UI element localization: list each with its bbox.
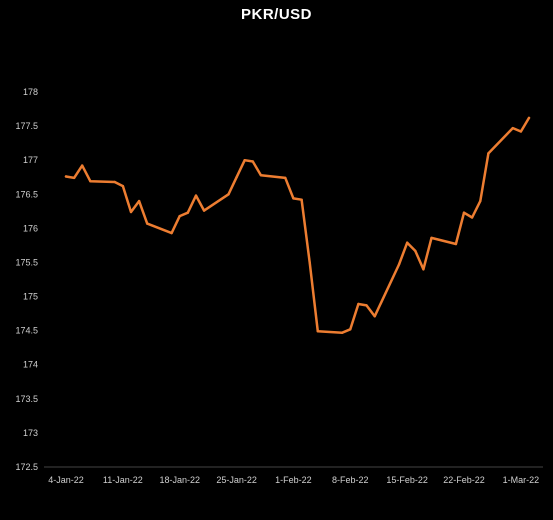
y-tick-label: 173 xyxy=(23,428,38,438)
data-point xyxy=(64,175,68,178)
y-tick-label: 173.5 xyxy=(15,394,38,404)
y-tick-label: 175.5 xyxy=(15,257,38,267)
y-axis: 172.5 173 173.5 174 174.5 175 175.5 176 176.5 177… xyxy=(15,87,38,472)
data-point xyxy=(519,130,523,133)
x-axis: 4-Jan-22 11-Jan-22 18-Jan-22 25-Jan-22 1-Feb… xyxy=(44,466,543,485)
y-tick-label: 178 xyxy=(23,87,38,97)
data-point xyxy=(422,268,425,271)
data-point xyxy=(365,304,368,307)
data-point xyxy=(284,176,287,180)
data-point xyxy=(259,174,263,177)
chart-title: PKR/USD xyxy=(240,6,312,23)
x-tick-label: 25-Jan-22 xyxy=(216,475,257,485)
x-tick-label: 1-Feb-22 xyxy=(275,475,312,485)
data-point xyxy=(292,197,295,200)
data-point xyxy=(186,211,189,214)
data-point xyxy=(373,315,376,318)
data-point xyxy=(113,180,116,184)
data-point xyxy=(202,209,206,212)
x-tick-label: 15-Feb-22 xyxy=(386,475,428,485)
y-tick-label: 176.5 xyxy=(15,189,38,199)
data-point xyxy=(316,330,319,333)
y-tick-label: 177 xyxy=(23,155,38,165)
x-tick-label: 8-Feb-22 xyxy=(332,475,369,485)
data-point xyxy=(470,216,474,219)
data-point xyxy=(227,193,230,196)
data-point xyxy=(430,236,433,240)
data-point xyxy=(341,331,344,334)
y-tick-label: 174 xyxy=(23,360,38,370)
x-tick-label: 22-Feb-22 xyxy=(443,475,485,485)
data-point xyxy=(414,249,417,253)
series-line xyxy=(64,116,531,334)
data-point xyxy=(487,152,490,155)
data-point xyxy=(251,160,254,163)
data-point xyxy=(300,198,303,201)
data-point xyxy=(89,180,92,183)
x-tick-label: 18-Jan-22 xyxy=(159,475,200,485)
data-point xyxy=(308,261,311,264)
data-point xyxy=(178,214,181,218)
y-tick-label: 176 xyxy=(23,223,38,233)
data-point xyxy=(243,159,246,162)
data-point xyxy=(194,194,198,197)
data-point xyxy=(462,211,466,214)
y-tick-label: 175 xyxy=(23,292,38,302)
data-point xyxy=(397,263,401,266)
data-point xyxy=(235,176,238,179)
x-tick-label: 11-Jan-22 xyxy=(103,475,143,485)
y-tick-label: 177.5 xyxy=(15,121,38,131)
data-point xyxy=(527,116,531,120)
data-point xyxy=(81,164,84,167)
x-tick-label: 1-Mar-22 xyxy=(503,475,540,485)
data-point xyxy=(349,328,352,331)
x-tick-label: 4-Jan-22 xyxy=(48,475,84,485)
data-point xyxy=(357,302,360,306)
data-point xyxy=(129,210,133,214)
data-point xyxy=(406,241,409,244)
data-point xyxy=(479,199,482,203)
data-point xyxy=(170,231,173,235)
data-point xyxy=(121,184,125,188)
plot-area xyxy=(64,116,531,334)
data-point xyxy=(454,242,458,246)
data-point xyxy=(72,176,76,180)
data-point xyxy=(511,126,514,130)
y-tick-label: 174.5 xyxy=(15,326,38,336)
data-point xyxy=(146,222,149,225)
y-tick-label: 172.5 xyxy=(15,462,38,472)
data-point xyxy=(137,199,141,203)
